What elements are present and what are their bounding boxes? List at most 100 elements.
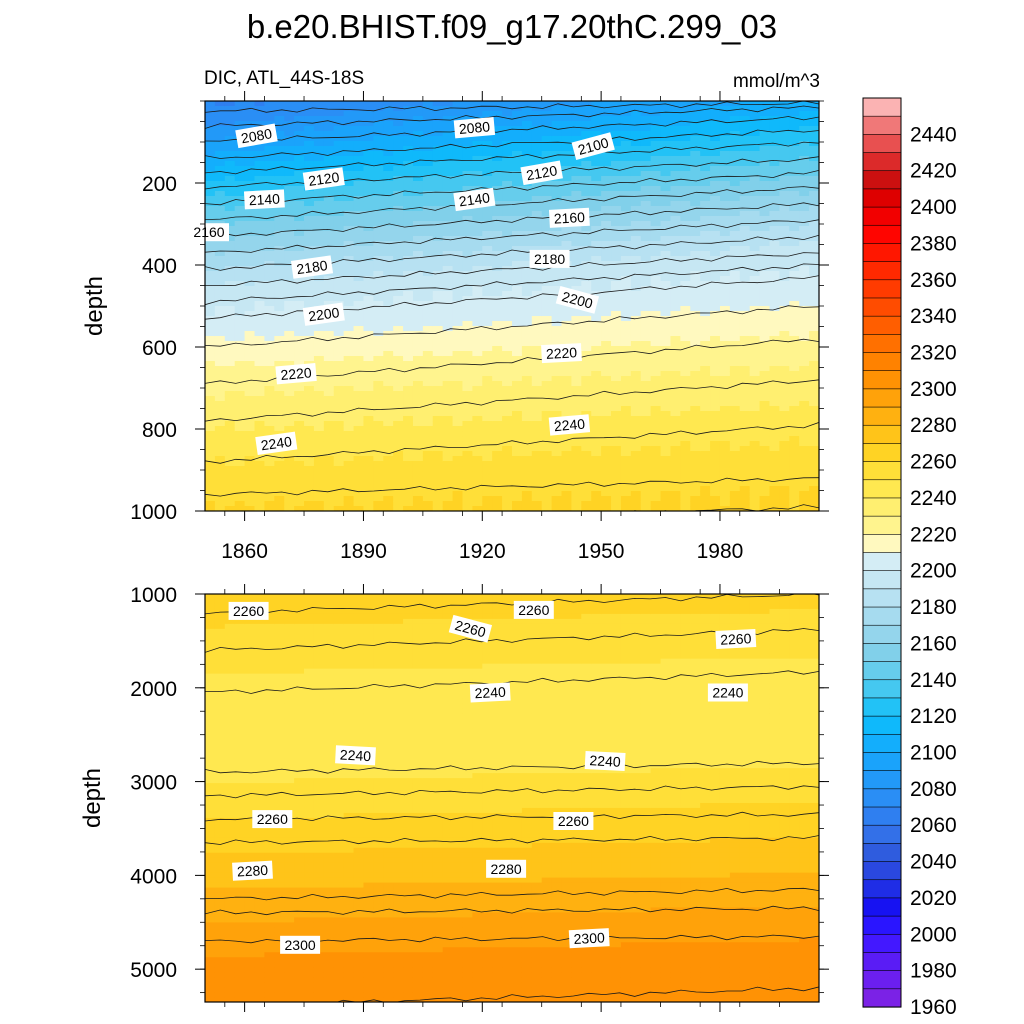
field-cell [700, 436, 711, 442]
field-cell [363, 221, 374, 227]
field-cell [611, 246, 622, 252]
field-cell [571, 476, 582, 482]
field-cell [779, 111, 790, 117]
field-cell [254, 311, 266, 317]
field-cell [254, 241, 266, 247]
field-cell [512, 441, 523, 447]
field-cell [650, 296, 662, 302]
field-cell [274, 151, 285, 157]
field-cell [333, 471, 345, 477]
field-cell [789, 381, 800, 387]
field-cell [551, 441, 563, 447]
field-cell [363, 196, 374, 202]
field-cell [452, 141, 464, 147]
field-cell [214, 201, 226, 207]
field-cell [571, 386, 582, 392]
field-cell [383, 311, 394, 317]
field-cell [313, 121, 325, 127]
field-cell [472, 176, 483, 182]
field-cell [452, 246, 464, 252]
field-cell [620, 181, 632, 187]
field-cell [749, 406, 761, 412]
field-cell [680, 201, 691, 207]
field-cell [581, 251, 592, 257]
field-cell [719, 321, 731, 327]
field-cell [244, 241, 256, 247]
field-cell [749, 236, 761, 242]
field-cell [660, 231, 672, 237]
field-cell [462, 441, 473, 447]
field-cell [492, 181, 503, 187]
field-cell [680, 336, 691, 342]
field-cell [719, 151, 731, 157]
field-cell [482, 321, 493, 327]
field-cell [393, 281, 404, 287]
field-cell [799, 351, 810, 357]
field-cell [779, 481, 790, 487]
field-cell [432, 246, 444, 252]
field-cell [214, 481, 226, 487]
field-cell [749, 201, 761, 207]
field-cell [710, 426, 721, 432]
field-cell [611, 461, 622, 467]
field-cell [214, 366, 226, 372]
field-cell [680, 441, 691, 447]
field-cell [581, 201, 592, 207]
field-cell [670, 181, 681, 187]
field-cell [759, 436, 771, 442]
field-cell [611, 266, 622, 272]
field-cell [313, 221, 325, 227]
field-cell [254, 431, 266, 437]
field-cell [224, 346, 236, 352]
field-cell [482, 256, 493, 262]
field-cell [521, 251, 533, 257]
field-cell [482, 496, 493, 502]
field-cell [512, 456, 523, 462]
field-cell [650, 456, 662, 462]
field-cell [274, 501, 285, 507]
field-cell [512, 161, 523, 167]
field-cell [571, 461, 582, 467]
field-cell [313, 471, 325, 477]
field-cell [690, 361, 701, 367]
field-cell [353, 246, 365, 252]
field-cell [789, 111, 800, 117]
field-cell [591, 411, 602, 417]
field-cell [571, 126, 582, 132]
field-cell [571, 466, 582, 472]
field-cell [353, 286, 365, 292]
field-cell [650, 326, 662, 332]
field-cell [670, 346, 681, 352]
field-cell [769, 281, 780, 287]
field-cell [680, 246, 691, 252]
field-cell [403, 401, 414, 407]
field-cell [502, 471, 513, 477]
field-cell [729, 466, 741, 472]
field-cell [640, 261, 652, 267]
field-cell [620, 146, 632, 152]
field-cell [224, 296, 236, 302]
field-cell [214, 311, 226, 317]
field-cell [541, 501, 553, 507]
field-cell [719, 136, 731, 142]
field-cell [611, 256, 622, 262]
field-cell [313, 351, 325, 357]
field-cell [789, 286, 800, 292]
field-cell [521, 461, 533, 467]
field-cell [254, 476, 266, 482]
field-cell [205, 101, 216, 107]
field-cell [591, 126, 602, 132]
field-cell [759, 336, 771, 342]
field-cell [422, 126, 434, 132]
field-cell [521, 186, 533, 192]
field-cell [611, 176, 622, 182]
field-cell [601, 341, 612, 347]
field-cell [492, 416, 503, 422]
field-cell [789, 391, 800, 397]
field-cell [432, 356, 444, 362]
field-cell [660, 246, 672, 252]
field-cell [710, 476, 721, 482]
field-cell [690, 391, 701, 397]
field-cell [640, 461, 652, 467]
field-cell [422, 196, 434, 202]
